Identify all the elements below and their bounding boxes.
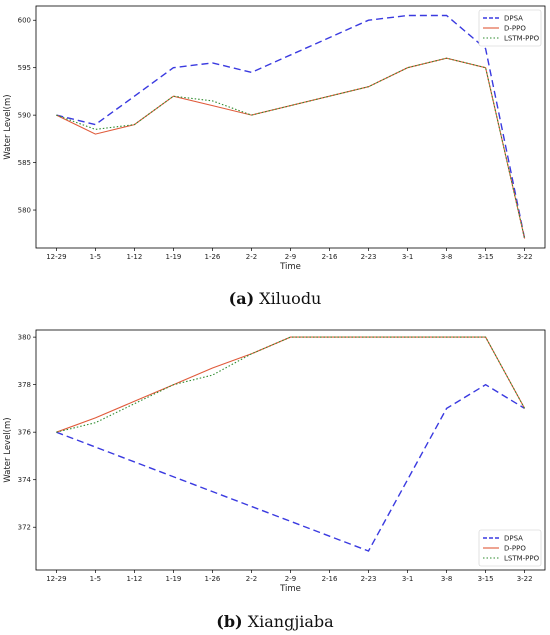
y-tick-label: 374 [18, 476, 32, 484]
x-tick-label: 3-1 [402, 575, 413, 583]
y-tick-label: 585 [18, 159, 31, 167]
x-tick-label: 1-26 [205, 253, 221, 261]
y-axis-label: Water Level(m) [3, 94, 13, 159]
chart-xiluodu: 12-29 1-5 1-12 1-19 1-26 2-2 2-9 2-16 2-23 3-1 3-8… [3, 5, 546, 272]
x-tick-label: 3-15 [478, 253, 494, 261]
y-axis-label: Water Level(m) [3, 417, 13, 482]
legend-label: DPSA [504, 15, 523, 23]
x-tick-label: 2-23 [361, 253, 377, 261]
x-tick-label: 3-22 [517, 253, 533, 261]
x-tick-label: 1-12 [126, 575, 142, 583]
x-tick-label: 2-23 [361, 575, 377, 583]
legend-label: D-PPO [504, 545, 526, 553]
legend-box [478, 529, 542, 567]
x-tick-label: 1-12 [126, 253, 142, 261]
y-tick-label: 376 [18, 429, 32, 437]
legend-label: LSTM-PPO [504, 35, 540, 43]
x-tick-label: 2-16 [322, 575, 338, 583]
series-line-lstm-ppo [56, 336, 526, 433]
x-tick-label: 3-8 [441, 575, 452, 583]
legend-box [478, 9, 542, 47]
plot-frame [35, 5, 546, 249]
x-tick-label: 3-15 [478, 575, 494, 583]
series-line-d-ppo [56, 57, 526, 239]
y-tick-label: 580 [18, 207, 31, 215]
series-line-dpsa [56, 383, 525, 552]
x-tick-label: 1-26 [205, 575, 221, 583]
x-tick-label: 2-9 [285, 253, 296, 261]
x-axis-label: Time [279, 584, 301, 594]
x-tick-label: 3-22 [517, 575, 533, 583]
x-tick-label: 1-19 [165, 253, 181, 261]
x-tick-label: 12-29 [46, 253, 66, 261]
series-line-d-ppo [56, 336, 526, 433]
y-tick-label: 372 [18, 524, 31, 532]
series-line-lstm-ppo [56, 57, 526, 239]
legend-label: DPSA [504, 535, 523, 543]
x-tick-label: 1-19 [165, 575, 181, 583]
x-tick-label: 3-1 [402, 253, 413, 261]
x-tick-label: 12-29 [46, 575, 66, 583]
y-tick-label: 595 [18, 64, 31, 72]
x-tick-label: 1-5 [90, 575, 101, 583]
x-tick-label: 1-5 [90, 253, 101, 261]
x-axis-label: Time [279, 262, 301, 272]
plot-frame [35, 329, 546, 571]
x-tick-label: 2-2 [246, 575, 257, 583]
x-tick-label: 2-9 [285, 575, 296, 583]
series-line-dpsa [56, 14, 526, 239]
caption-b: (b) Xiangjiaba [216, 612, 334, 631]
x-tick-label: 2-2 [246, 253, 257, 261]
y-tick-label: 378 [18, 381, 31, 389]
x-tick-label: 2-16 [322, 253, 338, 261]
legend-label: LSTM-PPO [504, 555, 540, 563]
legend-label: D-PPO [504, 25, 526, 33]
x-tick-label: 3-8 [441, 253, 452, 261]
y-tick-label: 590 [18, 112, 31, 120]
caption-a: (a) Xiluodu [229, 289, 322, 308]
y-tick-label: 380 [18, 334, 31, 342]
y-tick-label: 600 [18, 17, 31, 25]
chart-xiangjiaba: 12-29 1-5 1-12 1-19 1-26 2-2 2-9 2-16 2-23 3-1 3-8… [3, 329, 546, 594]
